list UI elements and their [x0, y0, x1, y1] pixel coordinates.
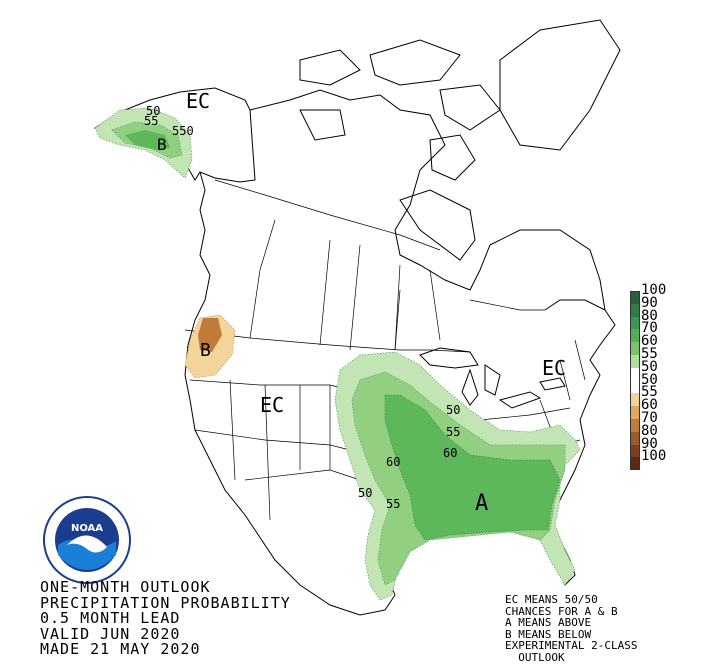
legend-note-1: EC MEANS 50/50 — [505, 593, 598, 606]
outlook-title-block: ONE-MONTH OUTLOOK PRECIPITATION PROBABIL… — [40, 578, 291, 658]
legend-note-2: CHANCES FOR A & B — [505, 604, 618, 618]
colorbar-label: 90 — [641, 435, 658, 452]
below-normal-mark-pnw: B — [200, 340, 211, 361]
colorbar-cell — [630, 367, 640, 381]
colorbar-labels: 100 90 80 70 60 55 50 50 55 60 70 80 90 100 — [641, 282, 667, 465]
colorbar-label: 50 — [641, 358, 658, 375]
title-line-3: 0.5 MONTH LEAD — [40, 609, 181, 627]
above-60-area — [384, 394, 561, 541]
colorbar-cell — [630, 393, 640, 407]
title-line-5: MADE 21 MAY 2020 — [40, 640, 201, 658]
colorbar-label: 90 — [641, 294, 658, 311]
colorbar-cell — [630, 354, 640, 368]
contour-label-50-ak: 50 — [146, 104, 160, 118]
colorbar-label: 100 — [641, 448, 667, 465]
contour-label-50-gl: 50 — [446, 403, 460, 417]
legend-note-4: B MEANS BELOW — [505, 627, 592, 641]
colorbar-cell — [630, 444, 640, 458]
colorbar-label: 60 — [641, 333, 658, 350]
below-normal-areas — [184, 314, 236, 379]
contour-label-550-ak: 550 — [172, 124, 194, 138]
colorbar-cell — [630, 380, 640, 394]
contour-label-60-gl: 60 — [443, 446, 457, 460]
legend-note-5: EXPERIMENTAL 2-CLASS — [505, 639, 638, 653]
colorbar-cell — [630, 457, 640, 471]
colorbar-label: 55 — [641, 384, 658, 401]
legend-note-6: OUTLOOK — [505, 650, 565, 664]
legend-notes: EC MEANS 50/50 CHANCES FOR A & B A MEANS… — [505, 594, 637, 664]
colorbar-cell — [630, 316, 640, 330]
colorbar-cell — [630, 431, 640, 445]
title-line-4: VALID JUN 2020 — [40, 624, 181, 643]
ak-above-60-area — [125, 130, 170, 150]
colorbar-label: 100 — [641, 282, 667, 298]
contour-label-60-plains: 60 — [386, 455, 400, 469]
colorbar-label: 80 — [641, 307, 658, 324]
contour-label-50-tx: 50 — [358, 486, 372, 500]
ec-label-west: EC — [260, 393, 284, 417]
colorbar-cell — [630, 291, 640, 304]
ec-label-northeast: EC — [542, 356, 566, 380]
contour-label-55-tx: 55 — [386, 497, 400, 511]
colorbar-cell — [630, 418, 640, 432]
legend-note-3: A MEANS ABOVE — [505, 616, 592, 630]
title-line-2: PRECIPITATION PROBABILITY — [40, 593, 291, 612]
noaa-logo: NOAA — [43, 496, 131, 584]
colorbar-label: 80 — [641, 422, 658, 439]
colorbar-label: 70 — [641, 320, 658, 337]
probability-colorbar — [630, 291, 640, 471]
above-normal-areas — [94, 107, 581, 601]
contour-label-55-gl: 55 — [446, 425, 460, 439]
colorbar-label: 60 — [641, 397, 658, 414]
colorbar-cell — [630, 329, 640, 343]
colorbar-cell — [630, 342, 640, 355]
ec-label-alaska: EC — [186, 89, 210, 113]
above-normal-mark: A — [475, 491, 488, 516]
below-60-area — [198, 318, 222, 352]
colorbar-cell — [630, 303, 640, 317]
colorbar-cell — [630, 406, 640, 419]
colorbar-label: 70 — [641, 409, 658, 426]
map-labels: EC EC EC A B B 50 55 550 50 55 60 60 50 … — [144, 89, 566, 516]
colorbar-label: 50 — [641, 371, 658, 388]
logo-name: NOAA — [71, 523, 103, 534]
below-normal-mark-ak: B — [157, 135, 167, 154]
colorbar-label: 55 — [641, 345, 658, 362]
contour-label-55-ak: 55 — [144, 114, 158, 128]
title-line-1: ONE-MONTH OUTLOOK — [40, 578, 211, 596]
